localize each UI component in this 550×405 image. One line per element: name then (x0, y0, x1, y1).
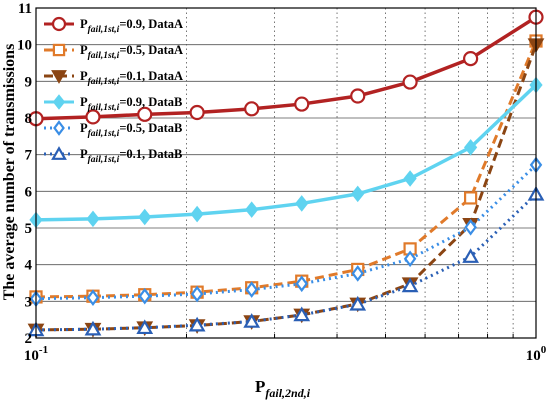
data-point (51, 146, 67, 160)
data-point (84, 320, 102, 336)
series-line (35, 193, 538, 332)
data-point (293, 306, 311, 322)
data-point (350, 88, 366, 104)
legend-label: Pfail,1st,i=0.5, DataB (80, 121, 182, 139)
data-point (190, 285, 204, 303)
data-point (51, 16, 67, 32)
legend-label: Pfail,1st,i=0.9, DataB (80, 95, 182, 113)
series-line (35, 163, 538, 301)
data-point (85, 109, 101, 125)
data-point (52, 94, 66, 110)
data-point (86, 210, 100, 228)
data-point (351, 265, 364, 282)
x-tick-label: 10-1 (24, 344, 48, 364)
plot-border (35, 7, 537, 339)
y-tick-label: 7 (25, 148, 33, 164)
legend-label: Pfail,1st,i=0.9, DataA (80, 17, 183, 35)
data-point (86, 289, 100, 306)
data-point (463, 50, 479, 67)
data-point (189, 104, 205, 121)
series-line (35, 15, 537, 121)
data-point (52, 43, 66, 57)
y-tick-label: 11 (18, 1, 32, 17)
y-tick-label: 2 (25, 331, 33, 347)
data-point (51, 70, 67, 84)
y-tick-label: 5 (25, 221, 33, 237)
data-point (403, 170, 417, 187)
data-point (403, 250, 417, 268)
data-point (401, 277, 419, 293)
data-point (136, 319, 154, 335)
legend-label: Pfail,1st,i=0.5, DataA (80, 43, 183, 61)
data-point (243, 313, 261, 328)
data-point (464, 218, 477, 236)
data-point (462, 248, 480, 263)
data-point (190, 205, 204, 223)
series-layer (27, 9, 545, 339)
data-point (188, 316, 206, 332)
y-tick-label: 3 (25, 294, 33, 310)
data-point (464, 139, 478, 156)
data-point (138, 287, 151, 305)
series-line (35, 83, 538, 222)
data-point (245, 281, 258, 298)
y-ticks: 2 3 4 5 6 7 8 9 10 11 (17, 1, 33, 347)
data-point (138, 208, 152, 226)
data-point (244, 101, 260, 117)
y-tick-label: 9 (25, 74, 33, 90)
y-tick-label: 10 (17, 38, 32, 54)
data-point (294, 96, 310, 112)
legend: Pfail,1st,i=0.9, DataA Pfail,1st,i=0.5, D… (44, 16, 183, 165)
y-axis-label: The average number of transmissions (1, 44, 18, 301)
series-line (35, 40, 538, 299)
data-point (463, 191, 478, 205)
data-point (295, 275, 308, 293)
y-tick-label: 8 (25, 111, 33, 127)
y-tick-label: 4 (25, 258, 33, 274)
data-point (349, 295, 367, 311)
data-point (295, 195, 309, 212)
x-tick-label: 100 (526, 344, 547, 364)
legend-label: Pfail,1st,i=0.1, DataA (80, 69, 183, 87)
data-point (137, 106, 153, 122)
data-point (351, 185, 365, 203)
x-ticks: 10-1 100 (24, 344, 547, 364)
data-point (53, 120, 65, 136)
data-point (245, 201, 259, 218)
plot-background (36, 8, 536, 338)
data-point (402, 74, 418, 90)
legend-label: Pfail,1st,i=0.1, DataB (80, 147, 182, 165)
x-axis-label: Pfail,2nd,i (255, 377, 311, 400)
y-tick-label: 6 (25, 184, 33, 200)
